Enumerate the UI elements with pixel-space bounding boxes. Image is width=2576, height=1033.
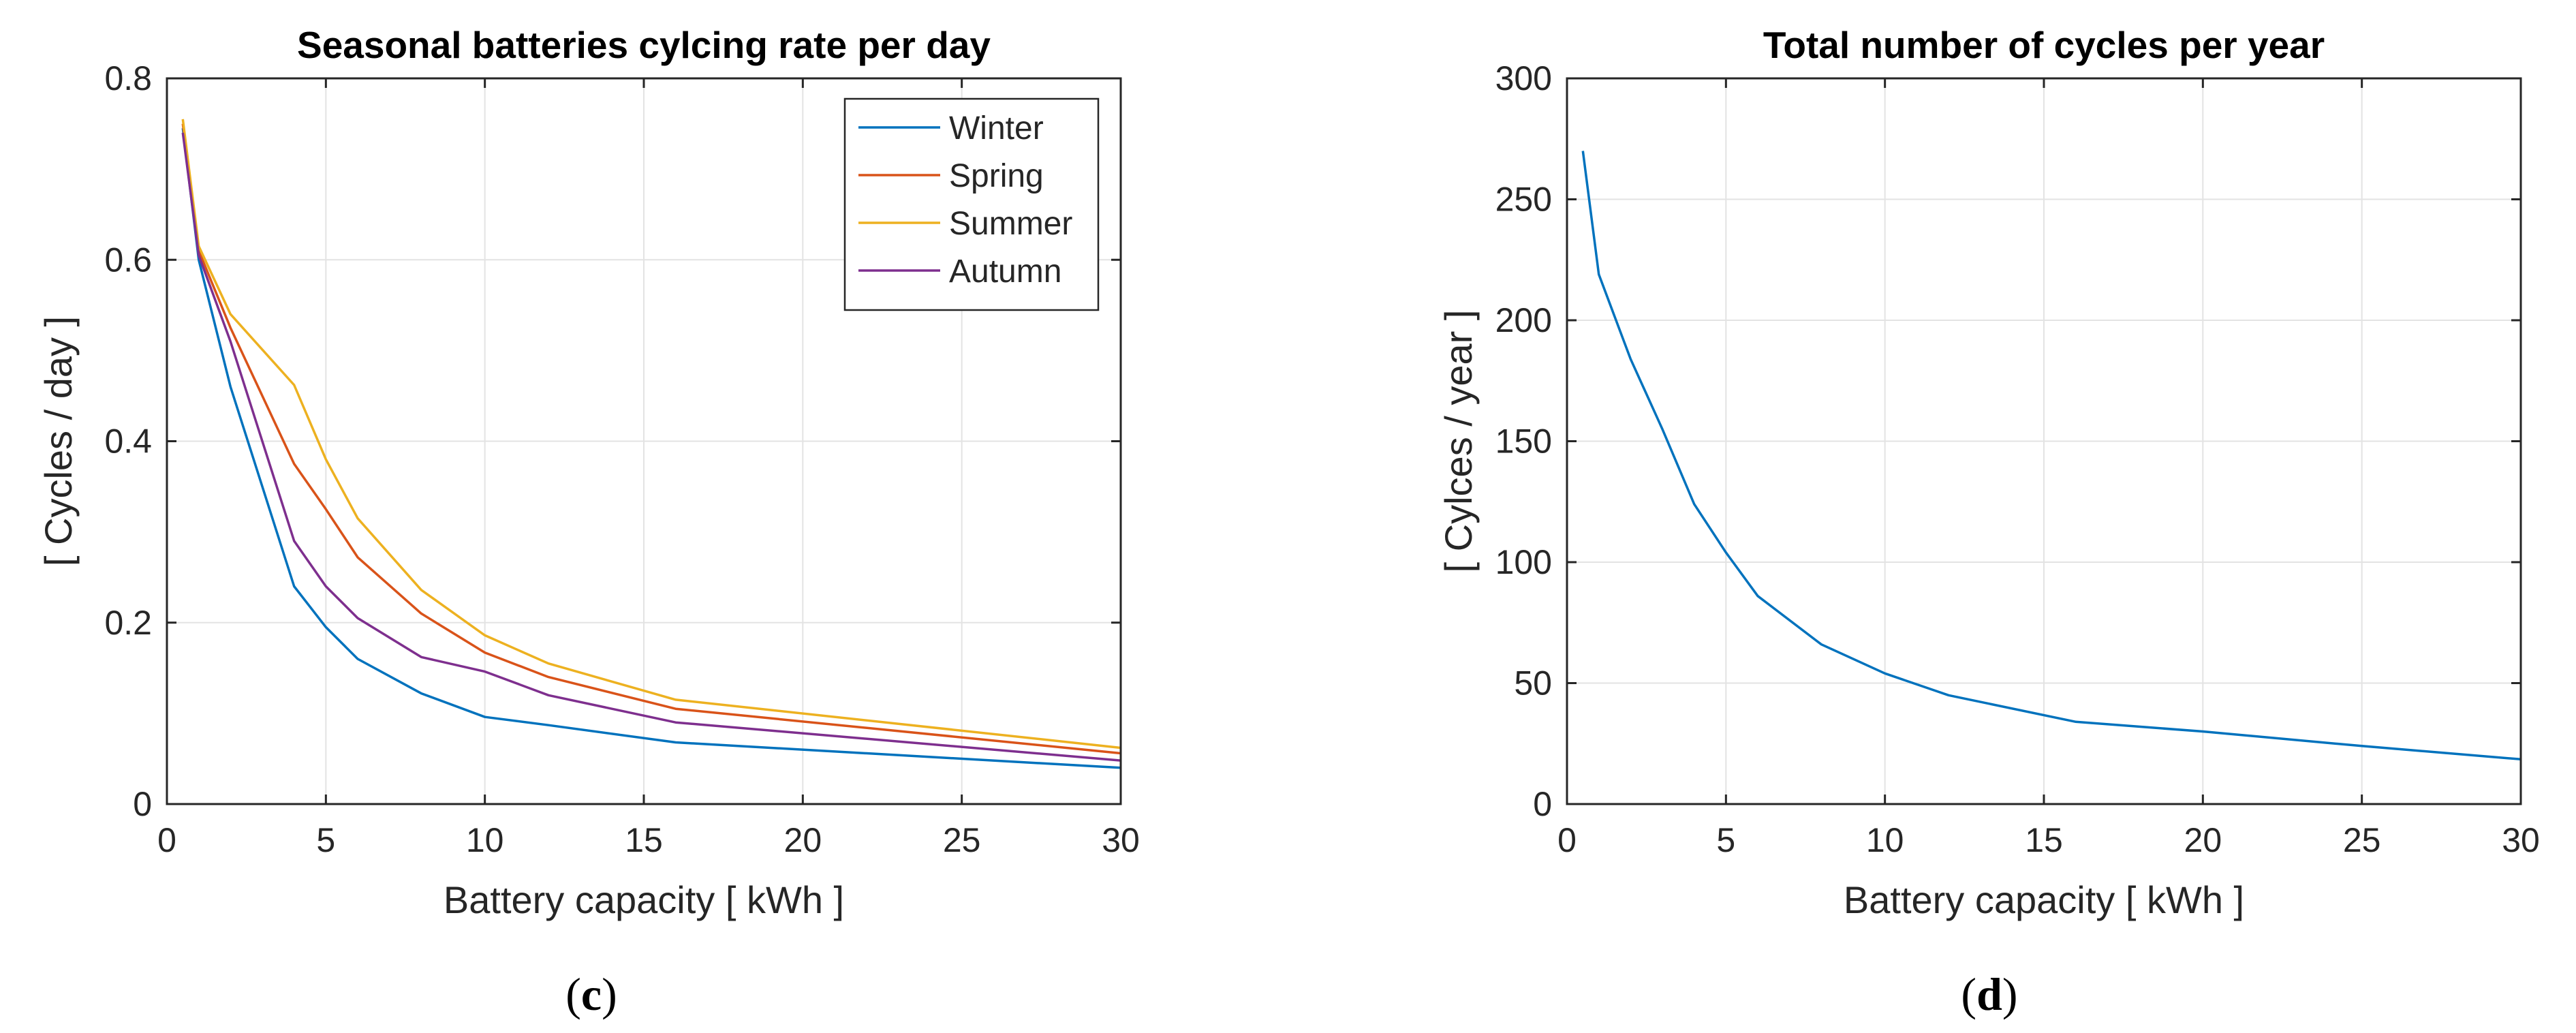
x-axis-label: Battery capacity [ kWh ]	[444, 878, 844, 921]
x-tick-label: 10	[1866, 821, 1904, 859]
series-line-winter	[181, 127, 1121, 769]
legend-label-summer: Summer	[949, 206, 1072, 242]
legend: Winter Spring Summer Autumn	[843, 97, 1100, 311]
chart-seasonal-cycling-rate: 0 5 10 15 20 25 30 0 0.2 0.4 0.6 0.8 Seasonal batter…	[37, 24, 1140, 1020]
y-tick-label: 50	[1514, 664, 1552, 703]
legend-label-spring: Spring	[949, 158, 1044, 194]
x-tick-label: 10	[466, 821, 504, 859]
y-tick-label: 150	[1495, 422, 1552, 461]
x-tick-label: 5	[1716, 821, 1735, 859]
y-axis-label: [ Cycles / day ]	[37, 316, 80, 566]
y-tick-label: 0.6	[104, 241, 152, 279]
y-tick-label: 0	[133, 785, 152, 823]
figure-caption: (c)	[565, 968, 617, 1020]
x-tick-label: 0	[1557, 821, 1577, 859]
y-tick-label: 250	[1495, 181, 1552, 219]
x-tick-label: 25	[943, 821, 981, 859]
y-tick-label: 0.4	[104, 422, 152, 461]
x-tick-label: 5	[316, 821, 335, 859]
x-axis-label: Battery capacity [ kWh ]	[1844, 878, 2244, 921]
y-tick-label: 0.8	[104, 59, 152, 97]
x-tick-label: 20	[2184, 821, 2222, 859]
legend-box	[843, 97, 1100, 311]
x-tick-label: 0	[157, 821, 176, 859]
legend-label-winter: Winter	[949, 110, 1044, 147]
x-tick-label: 20	[784, 821, 822, 859]
y-tick-label: 200	[1495, 301, 1552, 339]
x-tick-label: 15	[2025, 821, 2063, 859]
legend-label-autumn: Autumn	[949, 253, 1061, 290]
x-tick-label: 25	[2343, 821, 2381, 859]
chart-title: Total number of cycles per year	[1763, 24, 2325, 66]
y-tick-label: 300	[1495, 59, 1552, 97]
x-tick-label: 30	[1102, 821, 1140, 859]
series-line-total	[1581, 151, 2521, 761]
x-tick-label: 30	[2502, 821, 2540, 859]
y-tick-label: 0	[1533, 785, 1552, 823]
chart-title: Seasonal batteries cylcing rate per day	[297, 24, 991, 66]
series-line-summer	[181, 119, 1121, 750]
y-axis-label: [ Cylces / year ]	[1437, 310, 1480, 573]
figure-caption: (d)	[1961, 968, 2017, 1020]
y-tick-label: 0.2	[104, 604, 152, 642]
y-tick-label: 100	[1495, 543, 1552, 581]
series-line-autumn	[181, 132, 1121, 762]
series-line-spring	[181, 123, 1121, 755]
x-tick-label: 15	[625, 821, 663, 859]
